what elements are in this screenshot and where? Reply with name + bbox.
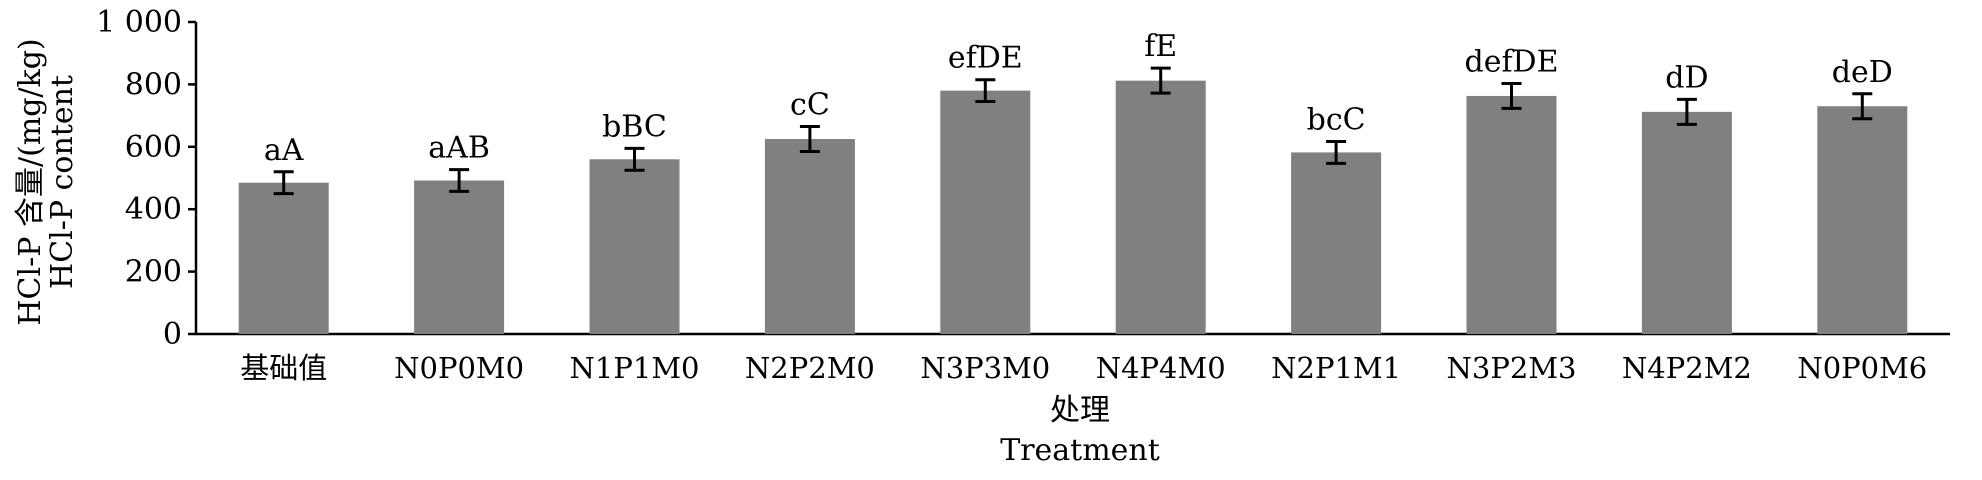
bar — [764, 139, 855, 334]
significance-label: bBC — [602, 109, 667, 144]
y-axis-label-cn: HCl-P 含量/(mg/kg) — [13, 38, 48, 325]
x-tick-label: N3P3M0 — [920, 351, 1050, 385]
bar — [1466, 95, 1557, 334]
y-axis-label-en: HCl-P content — [45, 75, 80, 289]
bar — [1115, 80, 1206, 334]
y-tick-label: 800 — [125, 67, 182, 102]
bar — [414, 180, 505, 334]
x-tick-label: N2P1M1 — [1271, 351, 1401, 385]
bar — [940, 90, 1031, 334]
significance-label: efDE — [948, 41, 1023, 76]
y-tick-label: 200 — [125, 255, 182, 290]
x-tick-label: N4P4M0 — [1096, 351, 1226, 385]
y-tick-label: 0 — [163, 317, 182, 352]
y-axis-title: HCl-P 含量/(mg/kg) HCl-P content — [13, 38, 80, 325]
plot-area: 0 200 400 600 800 1 000 aA 基础值 aAB N0P0M0 bBC N1P1M… — [96, 5, 1950, 385]
bar — [1641, 111, 1732, 334]
y-tick-label: 400 — [125, 192, 182, 227]
x-tick-label: N0P0M0 — [394, 351, 524, 385]
bar — [1291, 152, 1382, 334]
x-tick-label: N4P2M2 — [1622, 351, 1752, 385]
x-tick-label: N3P2M3 — [1447, 351, 1577, 385]
x-axis-label-cn: 处理 — [1050, 393, 1110, 428]
significance-label: aAB — [428, 131, 490, 166]
significance-label: bcC — [1307, 102, 1366, 137]
x-axis-label-en: Treatment — [1000, 433, 1160, 468]
x-tick-label: N2P2M0 — [745, 351, 875, 385]
bar — [238, 182, 329, 334]
significance-label: fE — [1144, 29, 1177, 64]
x-tick-label: 基础值 — [240, 351, 327, 385]
significance-label: cC — [790, 88, 830, 123]
significance-label: deD — [1832, 55, 1893, 90]
y-tick-label: 1 000 — [96, 5, 182, 40]
significance-label: dD — [1665, 60, 1708, 95]
bar — [589, 159, 680, 334]
x-tick-label: N1P1M0 — [570, 351, 700, 385]
y-tick-label: 600 — [125, 130, 182, 165]
bar — [1817, 106, 1908, 335]
x-tick-label: N0P0M6 — [1797, 351, 1927, 385]
significance-label: defDE — [1464, 44, 1558, 79]
significance-label: aA — [264, 133, 304, 168]
